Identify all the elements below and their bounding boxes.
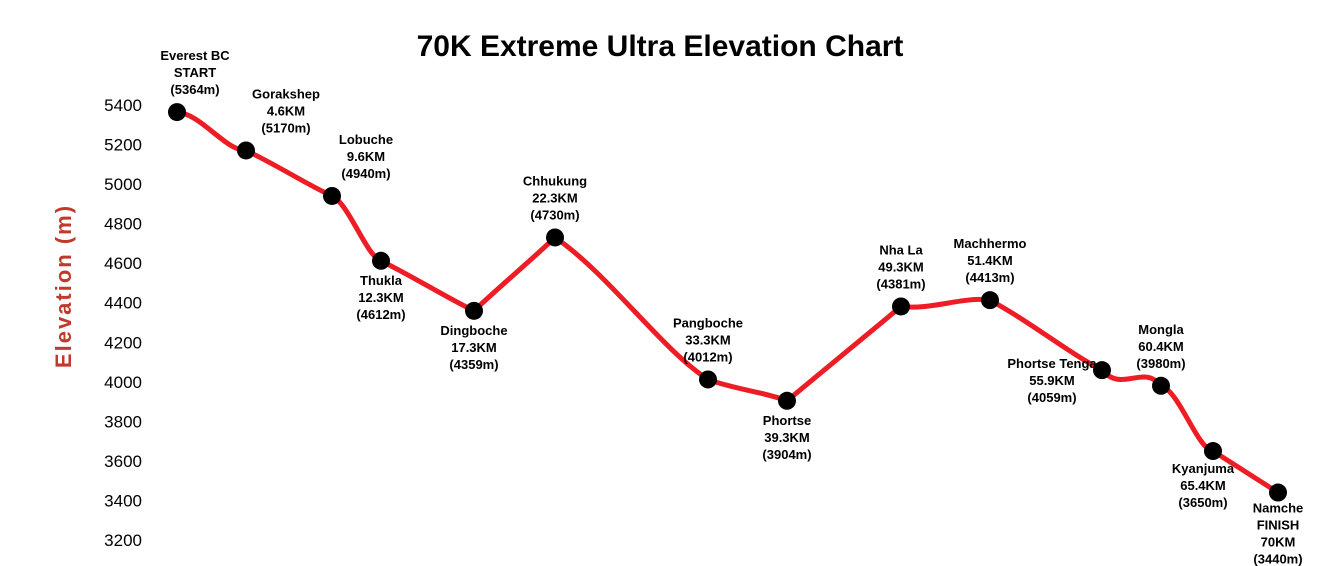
checkpoint-label-line: 4.6KM — [267, 103, 305, 118]
checkpoint-markers — [168, 103, 1287, 502]
y-tick-label: 5200 — [104, 136, 142, 155]
elevation-profile-line — [174, 109, 1281, 496]
checkpoint-marker — [237, 141, 255, 160]
checkpoint-marker — [168, 103, 186, 122]
checkpoint-label-line: (4012m) — [683, 349, 732, 364]
checkpoint-marker — [1204, 442, 1222, 461]
checkpoint-label: Everest BC START (5364m) — [160, 48, 230, 97]
checkpoint-label-line: Nha La — [879, 242, 923, 257]
y-tick-label: 4800 — [104, 215, 142, 234]
checkpoint-label-line: (3980m) — [1136, 356, 1185, 371]
checkpoint-label-line: (4612m) — [356, 307, 405, 322]
checkpoint-label-line: (4730m) — [530, 207, 579, 222]
checkpoint-label: Chhukung 22.3KM (4730m) — [523, 173, 587, 222]
checkpoint-label: Nha La 49.3KM (4381m) — [876, 242, 925, 291]
checkpoint-marker — [323, 186, 341, 205]
checkpoint-label: Phortse Tenga 55.9KM (4059m) — [1007, 356, 1097, 405]
checkpoint-label-line: Phortse — [763, 413, 811, 428]
checkpoint-label-line: 39.3KM — [764, 430, 810, 445]
checkpoint-label: Pangboche 33.3KM (4012m) — [673, 315, 743, 364]
checkpoint-label-line: 12.3KM — [358, 290, 404, 305]
checkpoint-marker — [892, 297, 910, 316]
checkpoint-label: Machhermo 51.4KM (4413m) — [954, 236, 1027, 285]
y-tick-label: 5000 — [104, 175, 142, 194]
y-tick-label: 3400 — [104, 491, 142, 510]
checkpoint-label-line: Pangboche — [673, 315, 743, 330]
y-tick-label: 5400 — [104, 96, 142, 115]
y-tick-label: 3200 — [104, 531, 142, 550]
checkpoint-label: Gorakshep 4.6KM (5170m) — [252, 86, 320, 135]
checkpoint-label-line: Phortse Tenga — [1007, 356, 1097, 371]
checkpoint-label-line: (4940m) — [341, 166, 390, 181]
chart-title: 70K Extreme Ultra Elevation Chart — [416, 30, 904, 63]
checkpoint-label-line: Gorakshep — [252, 86, 320, 101]
checkpoint-marker — [778, 391, 796, 410]
checkpoint-marker — [699, 370, 717, 389]
checkpoint-label-line: (4413m) — [965, 270, 1014, 285]
checkpoint-label-line: (4059m) — [1027, 390, 1076, 405]
checkpoint-label-line: (3904m) — [762, 447, 811, 462]
y-tick-label: 3800 — [104, 412, 142, 431]
checkpoint-label-line: Chhukung — [523, 173, 587, 188]
checkpoint-marker — [1269, 483, 1287, 502]
checkpoint-marker — [1093, 361, 1111, 380]
checkpoint-label: Namche FINISH 70KM (3440m) — [1253, 501, 1304, 566]
checkpoint-label-line: (4381m) — [876, 276, 925, 291]
checkpoint-label-line: 33.3KM — [685, 332, 731, 347]
checkpoint-label: Kyanjuma 65.4KM (3650m) — [1172, 461, 1235, 510]
checkpoint-label-line: Dingboche — [440, 323, 507, 338]
checkpoint-label-line: Thukla — [360, 273, 403, 288]
checkpoint-label-line: FINISH — [1257, 518, 1300, 533]
checkpoint-label-line: 65.4KM — [1180, 478, 1226, 493]
checkpoint-label-line: Namche — [1253, 501, 1304, 516]
checkpoint-label-line: 17.3KM — [451, 340, 497, 355]
checkpoint-label: Phortse 39.3KM (3904m) — [762, 413, 811, 462]
checkpoint-label: Lobuche 9.6KM (4940m) — [339, 132, 393, 181]
checkpoint-labels: Everest BC START (5364m) Gorakshep 4.6KM (517… — [160, 48, 1303, 566]
checkpoint-label-line: START — [174, 65, 216, 80]
checkpoint-label-line: (5170m) — [261, 120, 310, 135]
checkpoint-label: Mongla 60.4KM (3980m) — [1136, 322, 1185, 371]
y-tick-label: 3600 — [104, 452, 142, 471]
y-tick-label: 4600 — [104, 254, 142, 273]
checkpoint-label-line: 55.9KM — [1029, 373, 1075, 388]
checkpoint-label-line: (4359m) — [449, 357, 498, 372]
checkpoint-marker — [372, 251, 390, 270]
checkpoint-label-line: (5364m) — [170, 82, 219, 97]
y-tick-label: 4200 — [104, 333, 142, 352]
checkpoint-label-line: 60.4KM — [1138, 339, 1184, 354]
checkpoint-label-line: 70KM — [1261, 535, 1296, 550]
checkpoint-marker — [465, 301, 483, 320]
y-tick-label: 4000 — [104, 373, 142, 392]
checkpoint-marker — [546, 228, 564, 247]
checkpoint-label: Dingboche 17.3KM (4359m) — [440, 323, 507, 372]
checkpoint-label-line: Lobuche — [339, 132, 393, 147]
checkpoint-label: Thukla 12.3KM (4612m) — [356, 273, 405, 322]
checkpoint-label-line: (3650m) — [1178, 495, 1227, 510]
checkpoint-label-line: 9.6KM — [347, 149, 385, 164]
checkpoint-label-line: Everest BC — [160, 48, 230, 63]
checkpoint-label-line: 49.3KM — [878, 259, 924, 274]
y-axis-ticks: 5400 5200 5000 4800 4600 4400 4200 4000 3800 3600… — [104, 96, 142, 550]
y-tick-label: 4400 — [104, 294, 142, 313]
checkpoint-label-line: (3440m) — [1253, 552, 1302, 566]
checkpoint-label-line: 22.3KM — [532, 190, 578, 205]
checkpoint-label-line: 51.4KM — [967, 253, 1013, 268]
checkpoint-marker — [1152, 376, 1170, 395]
checkpoint-label-line: Machhermo — [954, 236, 1027, 251]
checkpoint-label-line: Kyanjuma — [1172, 461, 1235, 476]
checkpoint-label-line: Mongla — [1138, 322, 1184, 337]
checkpoint-marker — [981, 291, 999, 310]
